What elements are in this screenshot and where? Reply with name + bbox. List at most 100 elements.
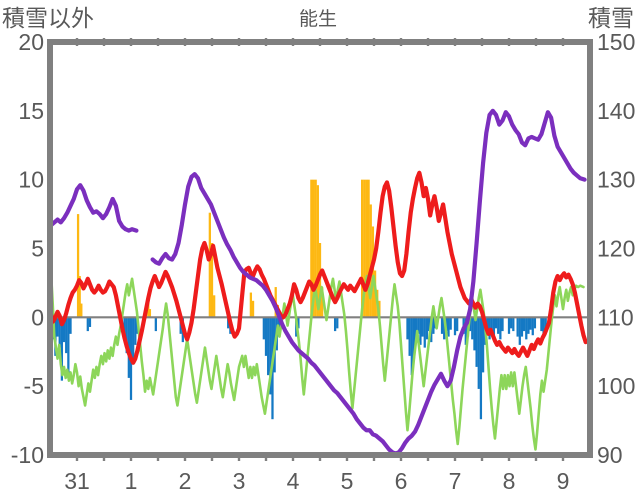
wind-bar (525, 317, 528, 340)
right-axis-tick-label: 120 (597, 236, 635, 262)
precipitation-bar (251, 300, 255, 318)
wind-bar (497, 317, 500, 334)
wind-bar (69, 317, 72, 334)
precipitation-bar (316, 185, 319, 318)
wind-bar (267, 317, 270, 376)
wind-bar (427, 317, 431, 332)
x-axis-tick-label: 31 (64, 468, 90, 494)
wind-bar (62, 317, 66, 343)
left-axis-tick-label: 10 (18, 167, 44, 193)
wind-bar (88, 317, 92, 327)
wind-bar (542, 317, 545, 337)
left-axis-tick-label: 15 (18, 98, 44, 124)
wind-bar (518, 317, 521, 345)
wind-bar (86, 317, 89, 332)
x-axis-tick-label: 7 (449, 468, 462, 494)
precipitation-bar (249, 292, 253, 318)
wind-bar (540, 317, 543, 332)
chart-title: 能生 (299, 8, 337, 30)
wind-bar (123, 317, 126, 337)
wind-bar (414, 317, 418, 343)
precipitation-bar (76, 214, 80, 318)
wind-bar (408, 317, 411, 356)
left-axis-tick-label: 5 (31, 236, 44, 262)
left-axis-tick-label: -10 (11, 442, 44, 468)
axis-ticks (75, 38, 565, 461)
precipitation-bar (360, 179, 364, 318)
wind-bar (456, 317, 459, 332)
wind-bar (475, 317, 478, 367)
x-axis-tick-label: 3 (233, 468, 246, 494)
precipitation-bar (312, 179, 315, 318)
right-axis-tick-label: 110 (597, 304, 634, 330)
precipitation-bar (213, 295, 216, 318)
wind-bar (134, 317, 137, 345)
right-axis-tick-label: 140 (597, 98, 635, 124)
precipitation-bar (367, 179, 370, 318)
wind-bar (443, 317, 446, 340)
wind-bar (125, 317, 128, 354)
wind-bar (544, 317, 547, 330)
wind-bar (492, 317, 496, 337)
wind-bar (520, 317, 524, 337)
wind-bar (65, 317, 68, 354)
wind-bar (336, 317, 339, 329)
wind-bar (432, 317, 435, 334)
precipitation-bar (210, 242, 214, 318)
wind-bar (269, 317, 272, 395)
wind-bar (60, 317, 64, 381)
precipitation-bar (365, 179, 368, 318)
temperature-line (48, 170, 588, 365)
temperature-path (48, 170, 588, 365)
wind-bar (406, 317, 409, 340)
precipitation-bar (148, 309, 152, 318)
x-axis-tick-label: 8 (503, 468, 516, 494)
wind-bar (477, 317, 480, 389)
wind-bar (529, 317, 532, 330)
wind-bar (67, 317, 70, 378)
wind-bar (522, 317, 526, 332)
wind-bar (453, 317, 457, 336)
wind-bar (473, 317, 476, 351)
snow-depth-path (48, 183, 139, 233)
wind-bar (297, 317, 300, 329)
wind-bar (471, 317, 474, 340)
right-axis-tick-labels: 150 140 130 120 110 100 90 (597, 29, 635, 468)
wind-bar (490, 317, 493, 332)
precipitation-bar (80, 303, 83, 318)
wind-bar (56, 317, 59, 337)
wind-bar (333, 317, 337, 332)
precipitation-bar (78, 276, 81, 318)
precipitation-bar (314, 179, 317, 318)
wind-bar (527, 317, 530, 334)
wind-bar (533, 317, 537, 329)
x-axis-tick-labels: 31 1 2 3 4 5 6 7 8 9 (64, 468, 569, 494)
snow-depth-path (150, 108, 587, 456)
wind-bar (479, 317, 483, 420)
wind-bar (412, 317, 416, 359)
left-axis-tick-labels: 20 15 10 5 0 -5 -10 (11, 29, 44, 468)
wind-bar (419, 317, 422, 345)
wind-bar (464, 317, 467, 345)
wind-bar (512, 317, 515, 332)
wind-bar (58, 317, 61, 348)
wind-bar (447, 317, 450, 337)
wind-bar (531, 317, 534, 336)
left-axis-tick-label: 20 (18, 29, 44, 55)
wind-bar (227, 317, 230, 329)
left-axis-tick-label: 0 (31, 304, 44, 330)
precipitation-bar (208, 212, 211, 318)
wind-bar (423, 317, 426, 348)
wind-bar (417, 317, 420, 334)
wind-bar (410, 317, 413, 376)
wind-bar (440, 317, 444, 334)
right-axis-tick-label: 100 (597, 373, 635, 399)
x-axis-tick-label: 9 (557, 468, 570, 494)
wind-bar (262, 317, 265, 340)
left-axis-tick-label: -5 (24, 373, 44, 399)
precipitation-bar (363, 179, 366, 318)
wind-bar (516, 317, 519, 337)
precipitation-bar (310, 179, 313, 318)
